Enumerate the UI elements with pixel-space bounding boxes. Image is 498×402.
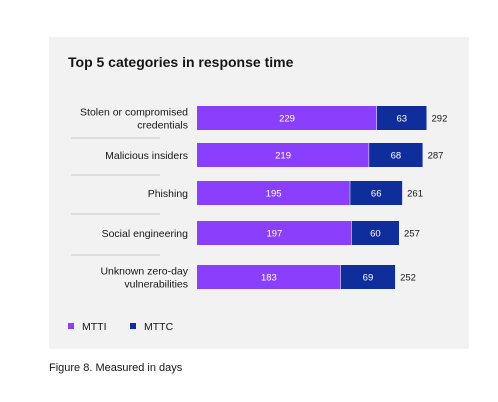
bar-mtti: [197, 181, 351, 205]
chart-title: Top 5 categories in response time: [68, 54, 294, 70]
bar-mttc: [340, 265, 396, 289]
bar-mtti: [197, 143, 370, 167]
category-label: Stolen or compromised: [80, 107, 188, 119]
legend-label-mtti: MTTI: [82, 321, 107, 333]
bar-mtti: [197, 106, 377, 130]
bar-value-label: 69: [363, 273, 374, 284]
bar-value-label: 197: [266, 229, 282, 240]
bar-total-label: 252: [400, 273, 416, 284]
bar-row: Social engineering 197 60 257: [102, 221, 420, 245]
chart-card: Top 5 categories in response time Stolen…: [49, 37, 469, 349]
bar-mtti: [197, 265, 341, 289]
bar-total-label: 292: [432, 114, 448, 125]
category-label: Social engineering: [102, 228, 189, 240]
bar-value-label: 60: [370, 229, 381, 240]
bar-row: Malicious insiders 219 68 287: [105, 143, 443, 167]
bar-value-label: 68: [391, 151, 402, 162]
response-time-chart: Top 5 categories in response time Stolen…: [68, 54, 447, 333]
bar-value-label: 66: [371, 189, 382, 200]
category-label: Phishing: [148, 188, 188, 200]
bar-value-label: 195: [266, 189, 282, 200]
bar-value-label: 229: [279, 114, 295, 125]
category-label: vulnerabilities: [124, 279, 188, 291]
legend: MTTI MTTC: [68, 321, 174, 333]
bar-mttc: [376, 106, 427, 130]
bar-total-label: 287: [428, 151, 444, 162]
category-label: Unknown zero-day: [100, 266, 188, 278]
bar-value-label: 63: [396, 114, 407, 125]
bar-mtti: [197, 221, 352, 245]
category-label: Malicious insiders: [105, 150, 188, 162]
legend-swatch-mttc: [130, 323, 136, 329]
legend-label-mttc: MTTC: [144, 321, 174, 333]
bar-value-label: 219: [275, 151, 291, 162]
bar-mttc: [351, 221, 400, 245]
bar-mttc: [369, 143, 423, 167]
bar-row: Phishing 195 66 261: [148, 181, 423, 205]
legend-swatch-mtti: [68, 323, 74, 329]
bar-value-label: 183: [261, 273, 277, 284]
bar-mttc: [350, 181, 403, 205]
bar-total-label: 261: [407, 189, 423, 200]
bar-total-label: 257: [404, 229, 420, 240]
category-label: credentials: [137, 120, 188, 132]
figure-caption: Figure 8. Measured in days: [49, 362, 183, 374]
